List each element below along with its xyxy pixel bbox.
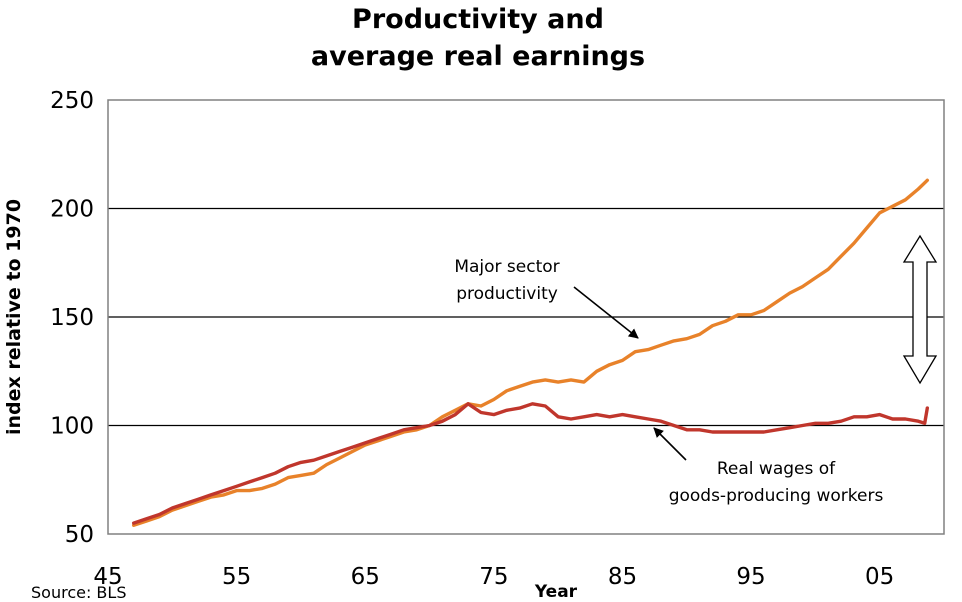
x-tick-label-6: 05	[865, 564, 894, 590]
chart-title-line-1: Productivity and	[352, 4, 604, 35]
series-real-wages-line	[131, 402, 929, 525]
gap-double-arrow	[902, 234, 938, 385]
y-axis-label: index relative to 1970	[3, 199, 25, 435]
annotation-productivity-line-1: Major sector	[454, 257, 559, 277]
x-axis-label: Year	[534, 582, 578, 602]
x-axis-ticks: 45 55 65 75 85 95 05	[93, 564, 894, 590]
annotation-productivity-arrow	[573, 286, 639, 339]
series-productivity-line	[131, 178, 929, 527]
y-tick-label-3: 200	[50, 197, 94, 223]
plot-frame	[107, 99, 945, 535]
x-tick-label-3: 75	[479, 564, 508, 590]
y-tick-label-2: 150	[50, 305, 94, 331]
annotation-wages-line-1: Real wages of	[717, 459, 836, 479]
y-tick-label-1: 100	[50, 414, 94, 440]
x-tick-label-0: 45	[93, 564, 122, 590]
source-note: Source: BLS	[31, 583, 126, 602]
y-axis-ticks: 50 100 150 200 250	[50, 88, 94, 548]
gridlines	[108, 207, 944, 427]
chart-title-line-2: average real earnings	[311, 41, 645, 72]
annotation-productivity: Major sector productivity	[454, 257, 639, 339]
y-tick-label-0: 50	[65, 522, 94, 548]
annotation-wages-line-2: goods-producing workers	[669, 486, 884, 506]
y-tick-label-4: 250	[50, 88, 94, 114]
annotation-wages-arrow	[653, 427, 687, 461]
x-tick-label-5: 95	[736, 564, 765, 590]
x-tick-label-1: 55	[222, 564, 251, 590]
annotation-productivity-line-2: productivity	[456, 284, 558, 304]
x-tick-label-4: 85	[608, 564, 637, 590]
series-lines	[131, 178, 929, 527]
x-tick-label-2: 65	[351, 564, 380, 590]
annotation-wages: Real wages of goods-producing workers	[653, 427, 884, 506]
